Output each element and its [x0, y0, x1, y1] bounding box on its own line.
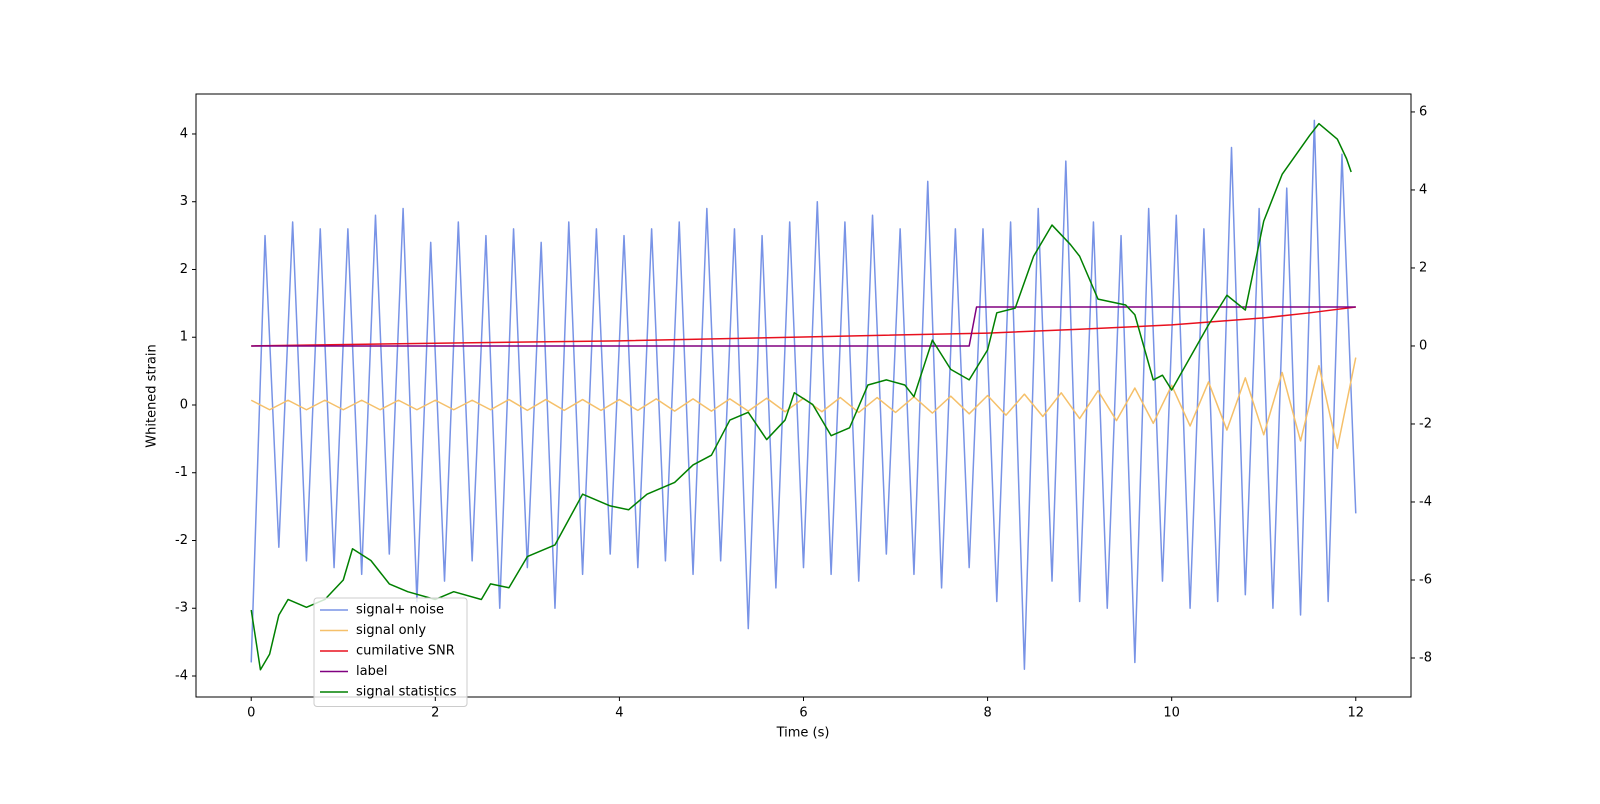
x-tick-label: 6: [799, 706, 807, 721]
x-axis-label: Time (s): [776, 726, 830, 741]
y2-tick-label: -2: [1419, 416, 1432, 431]
x-tick-label: 2: [431, 706, 439, 721]
y-tick-label: 0: [180, 397, 188, 412]
y2-tick-label: 6: [1419, 104, 1427, 119]
legend-label: signal only: [356, 623, 426, 638]
y-tick-label: -1: [175, 465, 188, 480]
legend-label: cumilative SNR: [356, 644, 455, 659]
series-line: [250, 122, 1352, 671]
y-tick-label: -3: [175, 601, 188, 616]
x-tick-label: 4: [615, 706, 623, 721]
y2-tick-label: -6: [1419, 572, 1432, 587]
y-tick-label: -2: [175, 533, 188, 548]
y-tick-label: 2: [180, 262, 188, 277]
y2-tick-label: 2: [1419, 260, 1427, 275]
y2-tick-label: 0: [1419, 338, 1427, 353]
legend-label: signal+ noise: [356, 603, 444, 618]
series-line: [251, 306, 1356, 347]
y-tick-label: 4: [180, 126, 188, 141]
y2-tick-label: -8: [1419, 650, 1432, 665]
x-tick-label: 12: [1347, 706, 1364, 721]
legend-label: signal statistics: [356, 685, 457, 700]
y-axis-label: Whitened strain: [145, 344, 160, 447]
legend: signal+ noise signal only cumilative SNR la…: [313, 597, 468, 707]
x-tick-label: 0: [247, 706, 255, 721]
legend-frame: [313, 597, 468, 707]
y-tick-label: -4: [175, 668, 188, 683]
legend-label: label: [356, 664, 387, 679]
y-tick-label: 1: [180, 330, 188, 345]
series-line: [250, 119, 1357, 670]
series-line: [251, 306, 1356, 347]
plot-area: [250, 119, 1357, 671]
y-tick-label: 3: [180, 194, 188, 209]
y2-tick-label: 4: [1419, 182, 1427, 197]
x-tick-label: 10: [1163, 706, 1180, 721]
x-tick-label: 8: [983, 706, 991, 721]
series-line: [250, 357, 1357, 450]
y2-tick-label: -4: [1419, 494, 1432, 509]
